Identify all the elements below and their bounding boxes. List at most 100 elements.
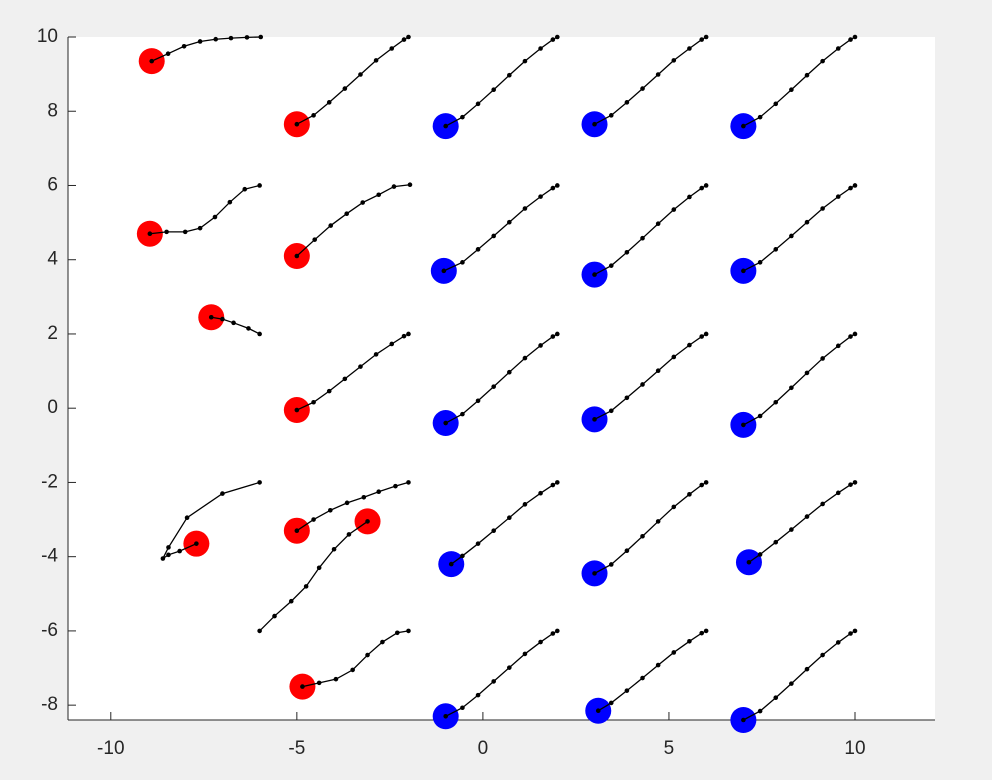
trajectory-point [741,268,746,274]
trajectory-point [522,502,528,507]
trajectory-point [538,639,543,645]
trajectory-point [789,233,794,239]
trajectory-point [258,34,264,40]
trajectory-point [757,552,763,557]
trajectory-point [804,370,810,376]
trajectory-point [555,480,560,485]
trajectory-point [538,343,543,348]
trajectory-point [835,46,841,51]
trajectory-point [346,532,352,537]
trajectory-point [789,527,794,532]
trajectory-line [259,520,368,632]
x-tick-label: -10 [97,738,124,759]
trajectory-point [555,34,560,40]
trajectory-point [640,382,645,387]
trajectory-point [507,219,512,225]
trajectory-point [460,411,465,417]
trajectory-point [640,235,645,241]
trajectory-point [592,272,597,277]
y-tick-label: -2 [41,471,58,492]
trajectory-line [151,36,261,62]
trajectory-point [443,420,448,426]
trajectory-point [358,72,363,77]
trajectory-point [491,679,496,684]
trajectory-point [316,565,322,571]
trajectory-point [197,225,203,231]
trajectory-point [491,528,496,533]
trajectory-point [177,548,182,554]
trajectory-point [640,533,645,539]
trajectory-point [460,705,465,711]
trajectory [283,331,411,424]
trajectory-point [373,58,379,63]
trajectory-point [852,628,858,634]
trajectory-point [507,515,512,520]
trajectory-point [592,417,597,422]
trajectory [438,480,560,578]
trajectory-point [448,561,454,567]
trajectory-point [220,491,225,496]
trajectory-point [227,199,233,205]
trajectory-point [852,183,858,188]
trajectory-point [522,58,528,64]
trajectory-point [522,355,528,361]
trajectory-point [391,184,397,189]
trajectory-point [699,185,704,191]
trajectory-point [389,341,395,347]
y-tick-label: -8 [41,694,58,715]
trajectory-point [393,483,398,489]
trajectory-point [475,398,481,404]
trajectory-point [555,628,560,634]
trajectory-point [624,688,630,693]
trajectory-point [746,559,752,565]
trajectory-line [296,184,411,257]
trajectory-point [443,713,448,719]
y-tick-label: 8 [47,100,58,121]
trajectory-point [624,395,630,401]
trajectory-point [835,343,841,349]
trajectory-point [491,87,496,93]
trajectory-point [342,86,348,91]
trajectory-point [687,46,692,51]
trajectory-point [671,58,677,63]
trajectory-point [360,200,366,205]
trajectory-point [703,183,709,188]
trajectory-point [181,43,187,49]
trajectory-point [789,87,794,93]
trajectory-point [344,211,350,216]
trajectory-point [804,219,810,225]
trajectory-point [507,72,512,78]
x-tick-label: 10 [844,738,865,759]
trajectory [283,480,411,544]
trajectory-point [757,708,763,714]
trajectory-point [687,194,692,200]
trajectory-point [475,101,481,107]
trajectory-point [555,331,560,337]
y-tick-label: 4 [47,249,58,270]
trajectory-point [655,72,661,77]
trajectory-point [475,247,481,252]
trajectory-point [835,194,841,199]
trajectory-point [328,507,333,513]
trajectory-point [741,717,746,723]
trajectory-point [595,708,601,714]
trajectory-line [296,481,409,532]
y-tick-label: 10 [37,26,58,47]
trajectory-point [773,399,779,405]
trajectory [581,331,709,433]
trajectory-point [361,494,367,500]
trajectory-point [640,86,645,91]
y-tick-label: -6 [41,620,58,641]
trajectory-point [350,667,355,673]
trajectory-point [820,58,825,64]
trajectory-point [608,408,614,414]
trajectory-point [257,183,262,188]
trajectory-point [757,413,763,419]
trajectory-point [376,192,382,198]
trajectory-point [294,253,300,259]
trajectory-point [311,399,316,405]
trajectory-point [407,182,413,188]
trajectory-line [302,630,409,688]
trajectory-point [757,260,763,265]
trajectory-point [166,552,171,558]
